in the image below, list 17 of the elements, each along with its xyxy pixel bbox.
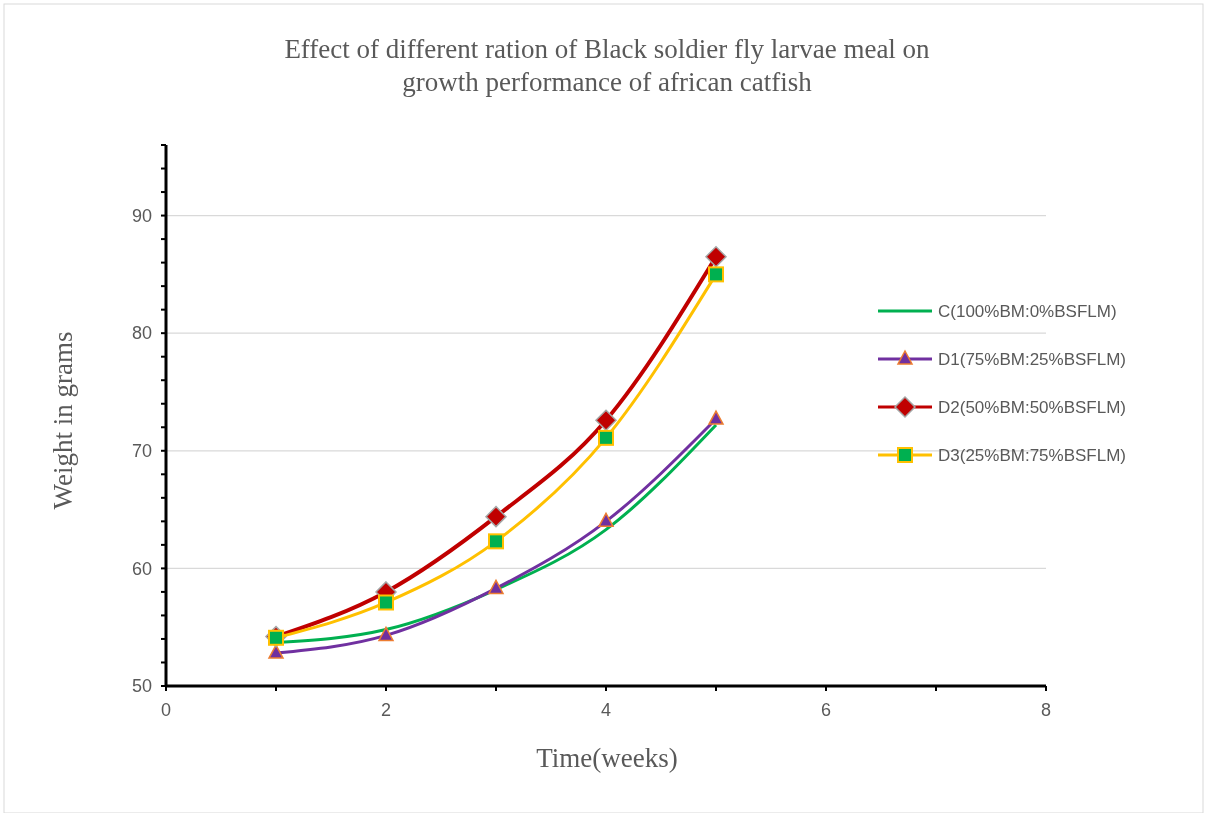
x-tick-label: 2 [380, 700, 392, 720]
y-axis-title: Weight in grams [48, 331, 78, 510]
x-tick-label: 0 [160, 700, 172, 720]
x-axis-title: Time(weeks) [536, 743, 678, 773]
legend-label: D2(50%BM:50%BSFLM) [938, 397, 1127, 417]
x-tick-label: 8 [1040, 700, 1052, 720]
y-tick-label: 70 [131, 441, 152, 462]
y-tick-label: 50 [131, 676, 152, 697]
x-tick-label: 4 [600, 700, 612, 720]
x-tick-label: 6 [820, 700, 832, 720]
legend-label: D3(25%BM:75%BSFLM) [938, 445, 1127, 465]
legend-label: C(100%BM:0%BSFLM) [938, 301, 1117, 321]
legend-label: D1(75%BM:25%BSFLM) [938, 349, 1127, 369]
y-tick-label: 60 [131, 558, 152, 579]
chart-title: Effect of different ration of Black soldier fly larvae meal on growth performance of african catfish [284, 34, 931, 97]
y-tick-label: 90 [131, 205, 152, 226]
y-tick-label: 80 [131, 323, 152, 344]
